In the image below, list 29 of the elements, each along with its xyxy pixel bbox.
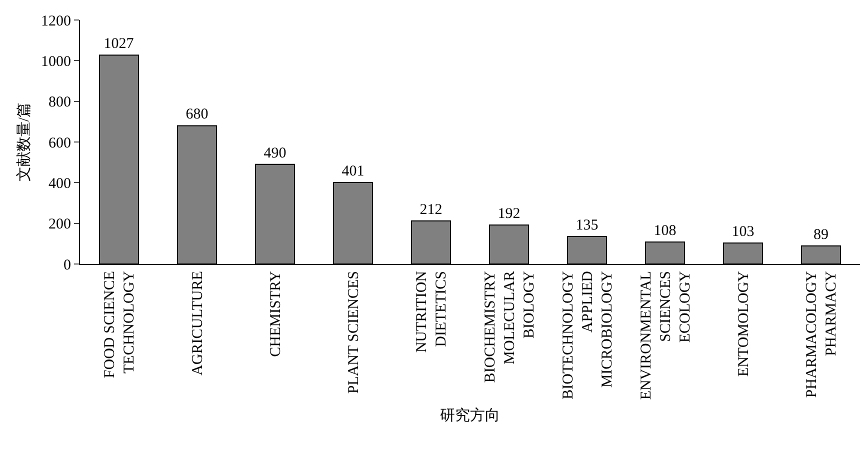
data-label: 680	[186, 106, 208, 123]
y-tick-label: 1000	[41, 54, 71, 70]
data-label: 490	[264, 145, 286, 162]
x-tick-label: ENVIRONMENTAL SCIENCES ECOLOGY	[638, 270, 694, 400]
data-label: 108	[654, 223, 676, 240]
x-tick-label: BIOTECHNOLOGY APPLIED MICROBIOLOGY	[560, 270, 616, 400]
x-tick-label: PLANT SCIENCES	[346, 271, 362, 394]
x-tick-label: NUTRITION DIETETICS	[414, 270, 450, 353]
y-tick-label: 200	[48, 216, 71, 233]
y-tick-label: 1200	[41, 13, 71, 30]
data-label: 1027	[104, 36, 134, 52]
data-label: 103	[732, 224, 754, 240]
data-label: 192	[498, 206, 520, 222]
y-tick-label: 600	[48, 135, 71, 152]
y-axis-title: 文献数量/篇	[15, 102, 32, 182]
data-label: 401	[342, 163, 364, 180]
x-tick-label: ENTOMOLOGY	[736, 270, 752, 377]
x-tick-label: CHEMISTRY	[268, 270, 284, 357]
y-tick-label: 400	[48, 176, 71, 192]
x-axis-title: 研究方向	[440, 406, 500, 424]
data-label: 89	[814, 226, 828, 243]
x-tick-label: BIOCHEMISTRY MOLECULAR BIOLOGY	[482, 270, 538, 383]
x-tick-label: PHARMACOLOGY PHARMACY	[804, 270, 840, 398]
y-tick-label: 800	[48, 94, 71, 111]
x-tick-label: FOOD SCIENCE TECHNOLOGY	[102, 270, 138, 378]
data-label: 135	[576, 218, 598, 234]
data-label: 212	[420, 202, 442, 218]
y-tick-label: 0	[64, 257, 71, 274]
x-tick-label: AGRICULTURE	[190, 271, 206, 376]
